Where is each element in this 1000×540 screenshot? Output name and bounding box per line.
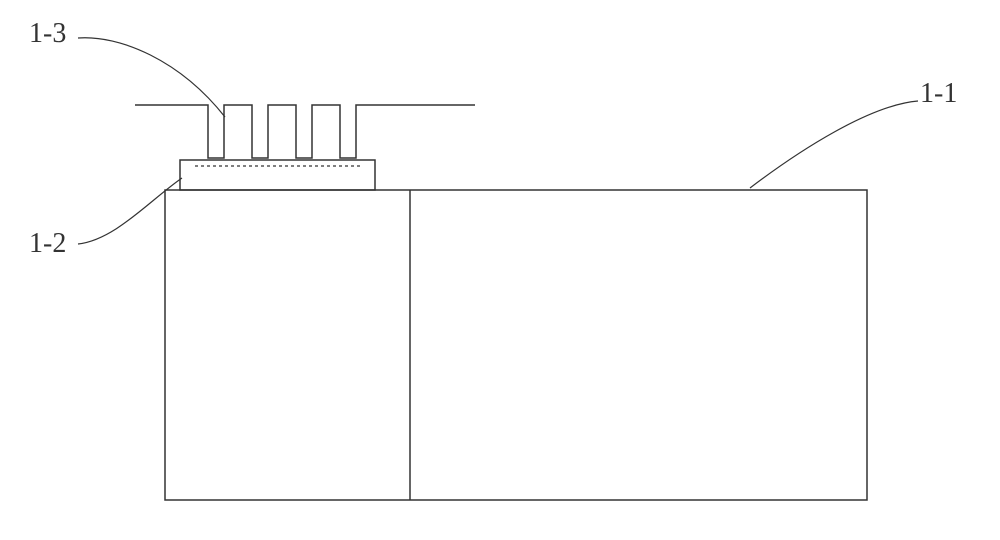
diagram-svg	[0, 0, 1000, 535]
bellows	[135, 105, 475, 158]
leader-1-2	[78, 178, 182, 244]
label-1-1: 1-1	[920, 78, 957, 110]
label-1-2: 1-2	[29, 228, 66, 260]
leader-1-1	[750, 101, 918, 188]
diagram-container: 1-3 1-1 1-2	[0, 0, 1000, 535]
body-outline	[165, 190, 867, 500]
plate	[180, 160, 375, 190]
label-1-3: 1-3	[29, 18, 66, 50]
